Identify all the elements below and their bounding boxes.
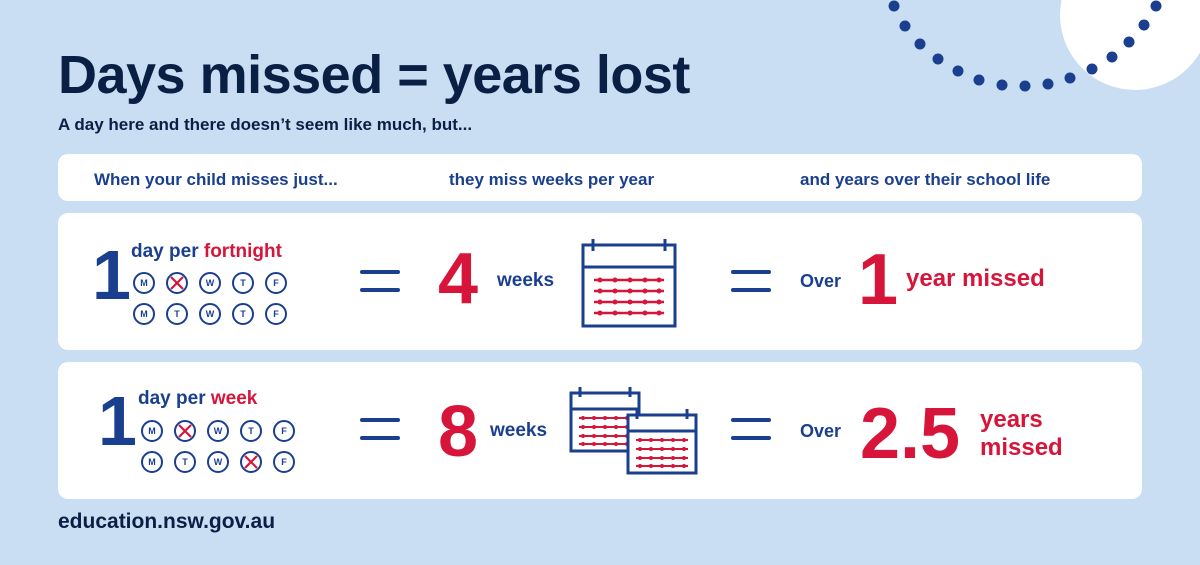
weekday: W (199, 272, 221, 294)
column-header-years: and years over their school life (800, 170, 1051, 189)
days-count: 1 (92, 236, 131, 314)
years-label: year missed (906, 265, 1045, 292)
years-label: years missed (980, 406, 1063, 461)
row-fortnight: 1 day per fortnight MTWTFMTWTF 4 weeks O… (58, 213, 1142, 350)
weekday: M (133, 272, 155, 294)
weekday: F (265, 303, 287, 325)
weekday: F (273, 451, 295, 473)
column-header-weeks: they miss weeks per year (449, 170, 655, 189)
cross-icon (178, 424, 192, 438)
page-title: Days missed = years lost (58, 45, 690, 105)
weekday: T (232, 303, 254, 325)
weeks-label: weeks (497, 270, 555, 291)
weekday: T (240, 420, 262, 442)
years-label-line1: years (980, 406, 1043, 433)
equals-sign (731, 270, 771, 294)
weeks-label: weeks (490, 420, 548, 441)
frequency-prefix: day per (138, 388, 206, 409)
years-label-line2: missed (980, 433, 1063, 461)
calendar-icon (581, 239, 677, 328)
calendar-icon (626, 409, 698, 475)
over-label: Over (800, 271, 842, 291)
equals-sign (360, 418, 400, 442)
cross-icon (244, 455, 258, 469)
decorative-dots (888, 0, 1162, 92)
frequency-label: day per fortnight (131, 241, 282, 263)
two-calendars-icon (569, 387, 698, 475)
weekday: W (207, 451, 229, 473)
weekday: M (141, 451, 163, 473)
over-label: Over (800, 421, 842, 441)
missed-day: T (166, 272, 188, 294)
weekday: T (232, 272, 254, 294)
footer-url: education.nsw.gov.au (58, 510, 276, 533)
row-week: 1 day per week MTWTFMTWTF 8 weeks (58, 362, 1142, 499)
weeks-value: 4 (438, 239, 479, 319)
years-value: 1 (858, 240, 899, 320)
frequency-highlight: week (210, 388, 258, 409)
weeks-value: 8 (438, 392, 479, 472)
weekday: F (265, 272, 287, 294)
frequency-highlight: fortnight (203, 241, 282, 262)
frequency-label: day per week (138, 388, 257, 410)
weekday: W (207, 420, 229, 442)
weekday-grid: MTWTFMTWTF (133, 272, 287, 325)
cross-icon (170, 276, 184, 290)
column-header-misses: When your child misses just... (94, 170, 338, 189)
weekday: M (141, 420, 163, 442)
equals-sign (731, 418, 771, 442)
missed-day: T (240, 451, 262, 473)
page-subtitle: A day here and there doesn’t seem like m… (58, 115, 473, 134)
weekday: T (166, 303, 188, 325)
weekday: W (199, 303, 221, 325)
frequency-prefix: day per (131, 241, 199, 262)
weekday: F (273, 420, 295, 442)
weekday: T (174, 451, 196, 473)
weekday-grid: MTWTFMTWTF (141, 420, 295, 473)
weekday: M (133, 303, 155, 325)
missed-day: T (174, 420, 196, 442)
column-header-card: When your child misses just... they miss… (58, 154, 1142, 201)
years-value: 2.5 (860, 394, 961, 474)
days-count: 1 (98, 382, 137, 460)
equals-sign (360, 270, 400, 294)
